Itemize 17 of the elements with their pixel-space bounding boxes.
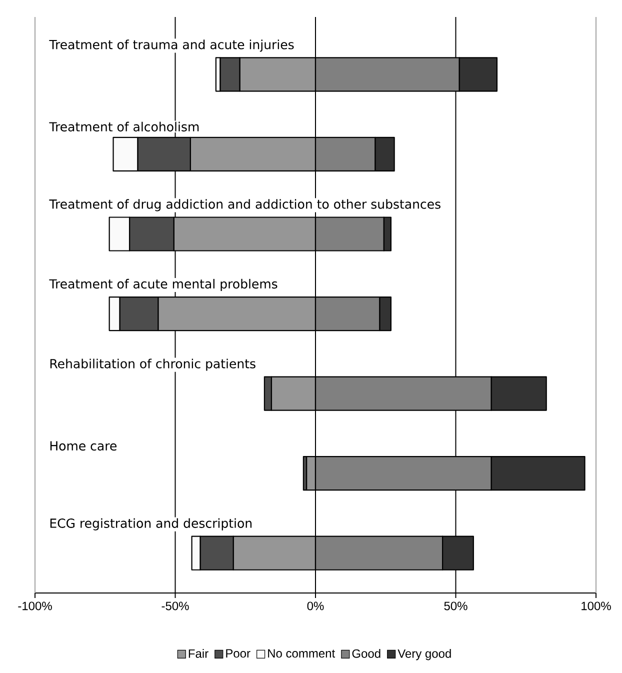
y-tick-label: Treatment of trauma and acute injuries: [49, 40, 294, 52]
y-tick-label: Treatment of acute mental problems: [49, 278, 278, 292]
x-tick-label: -50%: [162, 602, 189, 610]
y-tick-label: Rehabilitation of chronic patients: [50, 358, 256, 371]
legend-label: Poor: [226, 649, 250, 658]
legend-label: Very good: [398, 649, 451, 660]
legend-label: No comment: [268, 649, 336, 658]
legend-label: Good: [352, 649, 380, 658]
y-tick-label: Treatment of alcoholism: [49, 122, 199, 132]
x-tick-label: 50%: [444, 602, 468, 610]
x-tick-label: 100%: [582, 602, 611, 610]
y-tick-label: ECG registration and description: [50, 518, 252, 530]
y-tick-label: Home care: [50, 441, 117, 451]
x-tick-label: 0%: [307, 602, 324, 610]
x-tick-label: -100%: [18, 602, 52, 610]
y-tick-label: Treatment of drug addiction and addiction to other substances: [49, 199, 440, 212]
legend-label: Fair: [188, 649, 208, 658]
